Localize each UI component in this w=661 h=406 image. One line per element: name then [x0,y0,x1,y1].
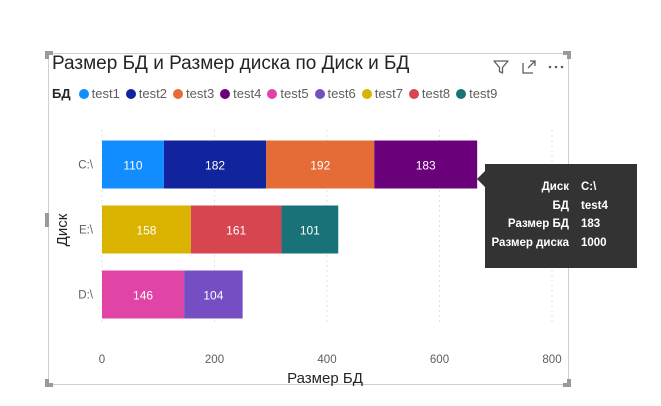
legend-marker [267,88,278,99]
tooltip-key: Размер БД [507,218,569,230]
data-label: 161 [226,224,246,238]
resize-handle-bottom-left[interactable] [45,383,53,387]
bar-test9[interactable] [281,205,339,254]
focus-mode-icon[interactable] [520,58,538,76]
legend-item-test7[interactable]: test7 [361,86,403,101]
bar-test2[interactable] [163,140,267,189]
legend-label: test8 [421,86,451,101]
data-label: 146 [133,289,153,303]
chart-title: Размер БД и Размер диска по Диск и БД [52,53,410,74]
legend-item-test1[interactable]: test1 [78,86,120,101]
tooltip-value: C:\ [581,181,597,193]
legend-label: test5 [280,86,309,101]
tooltip-row: БД test4 [485,200,637,219]
tooltip-value: test4 [581,199,608,212]
resize-handle-bottom-right-v[interactable] [567,379,571,387]
data-label: 182 [205,159,225,173]
tooltip-key: Размер диска [491,236,569,249]
data-label: 104 [203,289,223,303]
legend-marker [172,88,183,99]
data-label: 158 [136,224,156,238]
bar-test8[interactable] [190,205,282,254]
legend-item-test2[interactable]: test2 [125,86,167,101]
tooltip-row: Размер БД 183 [485,218,637,237]
tooltip-value: 183 [581,218,601,230]
x-tick-label: 800 [542,354,561,366]
legend: БД test1 test2 test3 test4 test5 test6 test7 te… [52,86,503,101]
bar-test7[interactable] [102,205,191,254]
legend-marker [78,88,89,99]
legend-marker [361,88,372,99]
legend-label: test4 [233,86,262,101]
y-axis-title: Диск [54,213,71,246]
tooltip-value: 1000 [581,236,607,249]
legend-label: test1 [91,86,120,101]
resize-handle-top-right-v[interactable] [567,51,571,59]
legend-label: test7 [374,86,403,101]
more-options-icon[interactable] [547,58,565,76]
legend-item-test4[interactable]: test4 [220,86,261,101]
bar-test4[interactable] [374,140,478,189]
x-tick-label: 600 [430,354,449,366]
tooltip-row: Размер диска 1000 [485,237,637,256]
x-tick-label: 0 [99,354,105,366]
bar-test6[interactable] [184,270,243,319]
bar-test5[interactable] [102,270,185,319]
data-label: 110 [123,159,142,173]
legend-item-test8[interactable]: test8 [408,86,451,101]
y-tick-label: E:\ [79,225,94,237]
legend-label: test2 [138,86,167,101]
data-label: 101 [300,224,320,238]
legend-marker [220,88,231,99]
bar-test3[interactable] [266,140,375,189]
x-tick-label: 400 [317,354,336,366]
data-label: 192 [310,159,330,173]
y-tick-label: D:\ [78,290,94,302]
legend-label: test9 [469,86,498,101]
legend-marker [314,88,325,99]
legend-marker [125,88,136,99]
tooltip: Диск C:\ БД test4 Размер БД 183 Размер диска 10… [477,164,637,268]
tooltip-arrow [477,171,485,187]
tooltip-key: БД [552,199,569,212]
x-tick-label: 200 [205,354,224,366]
legend-marker [408,88,419,99]
legend-item-test9[interactable]: test9 [456,86,497,101]
y-tick-label: C:\ [78,160,94,172]
resize-handle-left-middle[interactable] [45,213,49,227]
legend-label: test6 [327,86,356,101]
tooltip-key: Диск [541,181,569,193]
data-label: 183 [416,159,436,173]
filter-icon[interactable] [492,58,510,76]
resize-handle-bottom-left-v[interactable] [45,379,49,387]
legend-marker [456,88,467,99]
legend-item-test6[interactable]: test6 [314,86,356,101]
resize-handle-top-left[interactable] [45,51,53,55]
bar-test1[interactable] [102,140,164,189]
legend-title: БД [52,86,71,101]
legend-label: test3 [185,86,215,101]
resize-handle-top-left-v[interactable] [45,51,49,59]
legend-item-test5[interactable]: test5 [267,86,309,101]
tooltip-row: Диск C:\ [485,181,637,200]
x-axis-title: Размер БД [287,370,363,387]
legend-item-test3[interactable]: test3 [172,86,215,101]
